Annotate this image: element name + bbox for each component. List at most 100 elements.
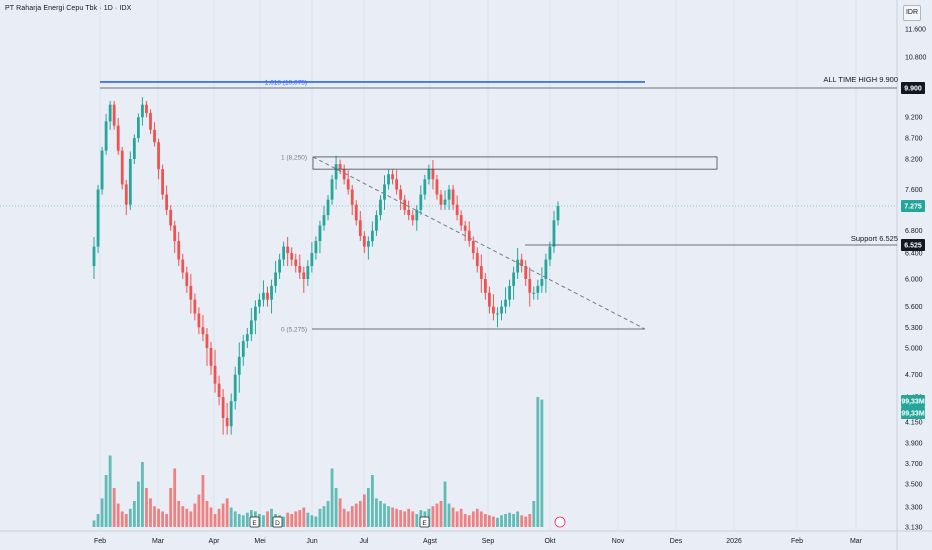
volume-bar — [362, 494, 366, 527]
volume-bar — [346, 511, 350, 527]
currency-button[interactable]: IDR — [903, 5, 921, 21]
price-tick-label: 6.000 — [905, 277, 923, 284]
volume-bar — [512, 514, 516, 527]
candle-body — [375, 215, 378, 231]
volume-bar — [213, 514, 217, 527]
volume-bar — [128, 508, 132, 527]
volume-bar — [136, 481, 140, 527]
candle-body — [350, 189, 354, 205]
candle-body — [366, 241, 370, 247]
price-tick-label: 6.400 — [905, 251, 923, 258]
candle-body — [435, 179, 439, 195]
price-axis[interactable]: 11.600 10.800 9.200 8.700 8.200 7.600 6.800 6.4… — [901, 27, 927, 532]
candle-body — [431, 169, 435, 180]
volume-bar — [516, 511, 520, 527]
candle-body — [161, 169, 164, 195]
price-tick-label: 5.300 — [905, 325, 923, 332]
volume-bar — [459, 508, 463, 527]
time-axis[interactable]: Feb Mar Apr Mei Jun Jul Agst Sep Okt Nov Des 2026 Fe… — [94, 538, 863, 545]
candle-body — [100, 150, 104, 190]
event-marker-label: E — [252, 520, 257, 527]
candle-body — [237, 356, 241, 375]
candle-body — [508, 285, 511, 300]
event-marker — [249, 516, 260, 528]
volume-bar — [492, 516, 495, 527]
volume-bar — [366, 488, 370, 527]
candle-body — [278, 259, 281, 273]
price-tick-label: 4.150 — [905, 420, 923, 427]
candle-body — [520, 259, 524, 267]
volume-bar — [504, 514, 507, 527]
candle-body — [157, 142, 160, 170]
volume-bar — [112, 488, 116, 527]
volume-bar — [488, 515, 491, 527]
candle-body — [258, 299, 261, 307]
volume-bar — [334, 488, 338, 527]
candle-body — [310, 253, 314, 267]
volume-bar — [205, 501, 209, 527]
price-tick-label: 4.700 — [905, 372, 923, 379]
candle-body — [249, 320, 253, 335]
candle-body — [391, 174, 394, 180]
candle-body — [205, 334, 209, 348]
candle-body — [266, 292, 269, 300]
candle-body — [189, 285, 193, 300]
price-tick-label: 5.000 — [905, 346, 923, 353]
volume-bar — [161, 511, 164, 527]
volume-bar — [431, 506, 435, 527]
volume-bar — [181, 506, 185, 527]
volume-bar — [120, 511, 124, 527]
price-tick-label: 7.600 — [905, 187, 923, 194]
candle-body — [512, 272, 516, 286]
volume-bar — [201, 475, 205, 527]
volume-bar — [149, 498, 152, 527]
dividend-marker-icon — [554, 516, 566, 528]
candle-body — [475, 253, 479, 267]
candle-body — [395, 179, 399, 190]
candle-body — [342, 169, 346, 180]
volume-bar — [371, 475, 374, 527]
time-tick-label: Jul — [360, 538, 369, 545]
volume-bar — [132, 501, 136, 527]
volume-bar — [350, 506, 354, 527]
volume-bar — [266, 511, 269, 527]
time-tick-label: Okt — [545, 538, 556, 545]
volume-bar — [479, 511, 483, 527]
candle-body — [290, 253, 294, 260]
volume-bar — [496, 517, 499, 527]
candle-body — [108, 104, 112, 122]
candle-body — [415, 209, 419, 221]
time-tick-label: Agst — [423, 538, 437, 545]
candle-body — [253, 306, 257, 321]
candle-body — [262, 292, 265, 300]
volume-bar — [407, 508, 411, 527]
volume-bar — [342, 508, 346, 527]
last-price-badge-bg — [901, 200, 925, 212]
candle-body — [149, 113, 152, 130]
chart-title: PT Raharja Energi Cepu Tbk · 1D · IDX — [5, 5, 132, 12]
candle-body — [399, 189, 403, 200]
volume-bar — [375, 498, 378, 527]
candle-body — [233, 374, 237, 402]
volume-bar — [100, 498, 104, 527]
candle-body — [306, 266, 310, 279]
volume-bar — [92, 520, 96, 527]
candle-body — [447, 189, 451, 200]
candle-body — [173, 225, 177, 242]
volume-bar — [330, 468, 334, 527]
volume-bar — [298, 510, 302, 527]
volume-bar — [290, 514, 294, 527]
volume-bar — [439, 501, 443, 527]
time-tick-label: 2026 — [726, 538, 742, 545]
descending-trendline — [312, 156, 646, 330]
volume-bar — [326, 501, 330, 527]
candle-body — [181, 259, 185, 273]
candle-body — [532, 292, 536, 294]
candle-body — [544, 259, 548, 279]
candle-body — [120, 150, 124, 185]
candle-body — [479, 266, 483, 279]
volume-bar — [173, 468, 177, 527]
candle-body — [528, 279, 532, 293]
